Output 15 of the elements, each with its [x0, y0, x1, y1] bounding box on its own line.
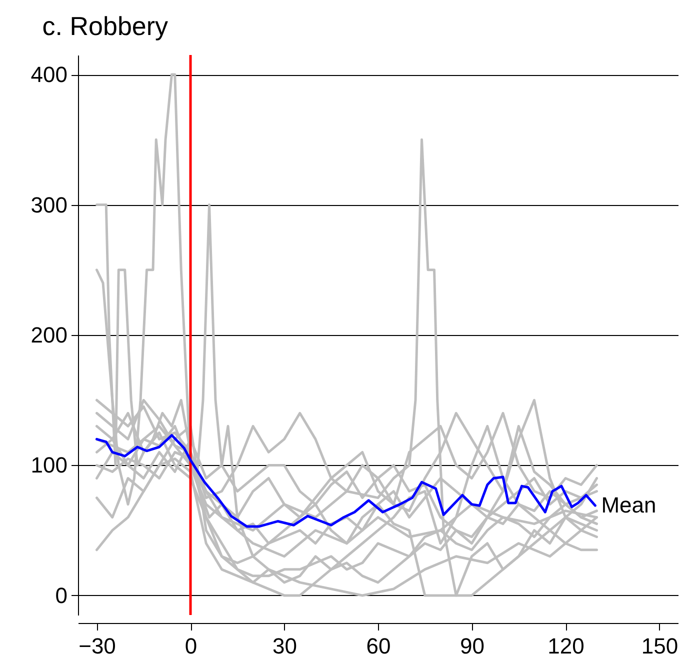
x-tick-label: 0	[184, 634, 198, 658]
x-tick-label: 120	[548, 634, 584, 658]
chart-title: c. Robbery	[42, 10, 168, 41]
x-tick-label: −30	[78, 634, 116, 658]
y-tick-label: 400	[30, 62, 68, 88]
x-tick-label: 30	[272, 634, 297, 658]
series-label: Mean	[601, 492, 656, 518]
x-tick-label: 150	[641, 634, 678, 658]
y-tick-label: 100	[30, 452, 68, 478]
x-tick-label: 90	[460, 634, 484, 658]
y-tick-label: 0	[55, 582, 68, 608]
y-tick-label: 200	[30, 322, 68, 348]
x-tick-label: 60	[366, 634, 391, 658]
y-tick-label: 300	[30, 192, 68, 218]
line-series	[96, 434, 596, 528]
